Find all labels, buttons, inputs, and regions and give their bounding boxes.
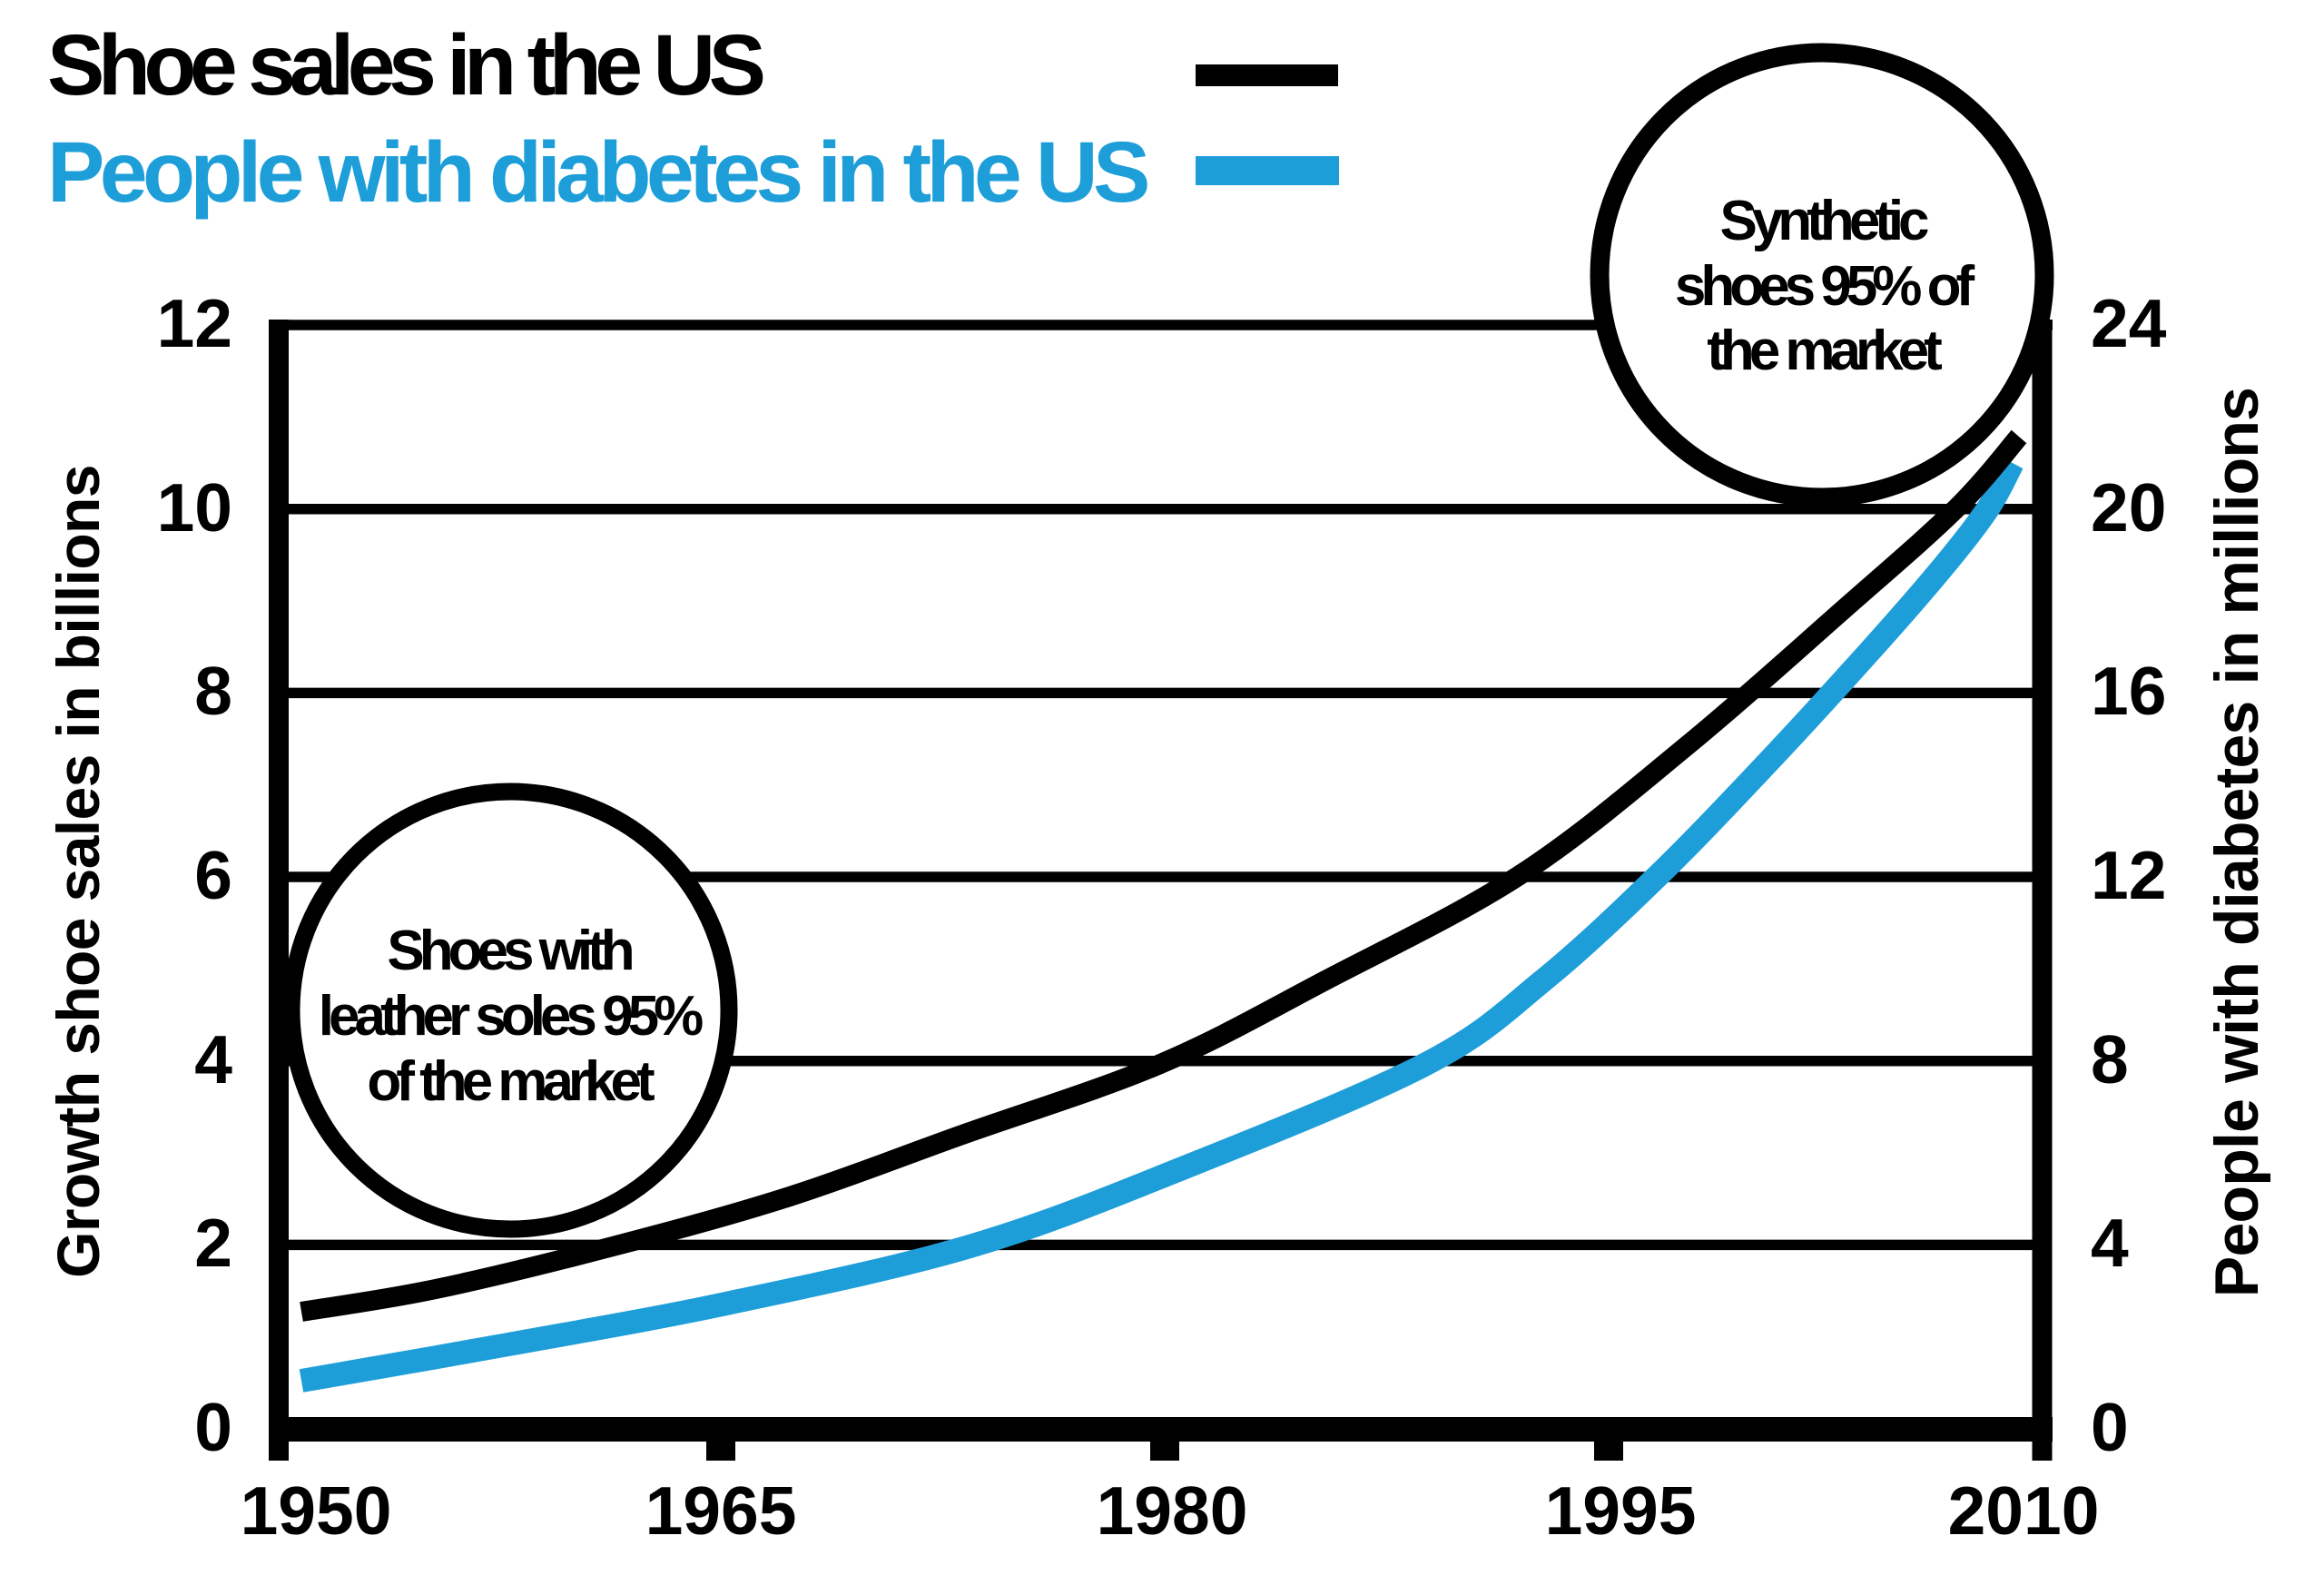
svg-text:12: 12 — [157, 285, 232, 361]
svg-text:12: 12 — [2091, 837, 2166, 913]
svg-text:Growth shoe sales in billions: Growth shoe sales in billions — [44, 465, 112, 1278]
svg-text:8: 8 — [2091, 1021, 2129, 1098]
svg-text:2010: 2010 — [1948, 1472, 2100, 1549]
svg-text:leather soles 95%: leather soles 95% — [319, 985, 703, 1048]
svg-text:0: 0 — [194, 1389, 232, 1465]
svg-text:the market: the market — [1707, 320, 1942, 382]
svg-text:0: 0 — [2091, 1389, 2129, 1465]
svg-text:16: 16 — [2091, 653, 2166, 729]
svg-text:of the market: of the market — [367, 1050, 655, 1113]
svg-text:shoes 95% of: shoes 95% of — [1675, 255, 1975, 318]
svg-text:Shoes with: Shoes with — [387, 920, 632, 982]
svg-text:4: 4 — [2091, 1205, 2129, 1281]
svg-text:4: 4 — [194, 1021, 232, 1098]
svg-text:Shoe sales in the US: Shoe sales in the US — [47, 17, 763, 113]
svg-text:2: 2 — [194, 1205, 232, 1281]
svg-text:People with diabetes in the US: People with diabetes in the US — [47, 124, 1147, 221]
svg-text:1995: 1995 — [1545, 1472, 1697, 1549]
svg-text:Synthetic: Synthetic — [1719, 190, 1928, 252]
svg-text:1950: 1950 — [241, 1472, 392, 1549]
svg-text:1965: 1965 — [645, 1472, 797, 1549]
svg-text:6: 6 — [194, 837, 232, 913]
svg-text:20: 20 — [2091, 469, 2166, 546]
svg-text:People with diabetes in millio: People with diabetes in millions — [2202, 388, 2271, 1297]
svg-text:24: 24 — [2091, 285, 2167, 361]
svg-text:8: 8 — [194, 653, 232, 729]
svg-text:1980: 1980 — [1097, 1472, 1248, 1549]
svg-text:10: 10 — [157, 469, 232, 546]
